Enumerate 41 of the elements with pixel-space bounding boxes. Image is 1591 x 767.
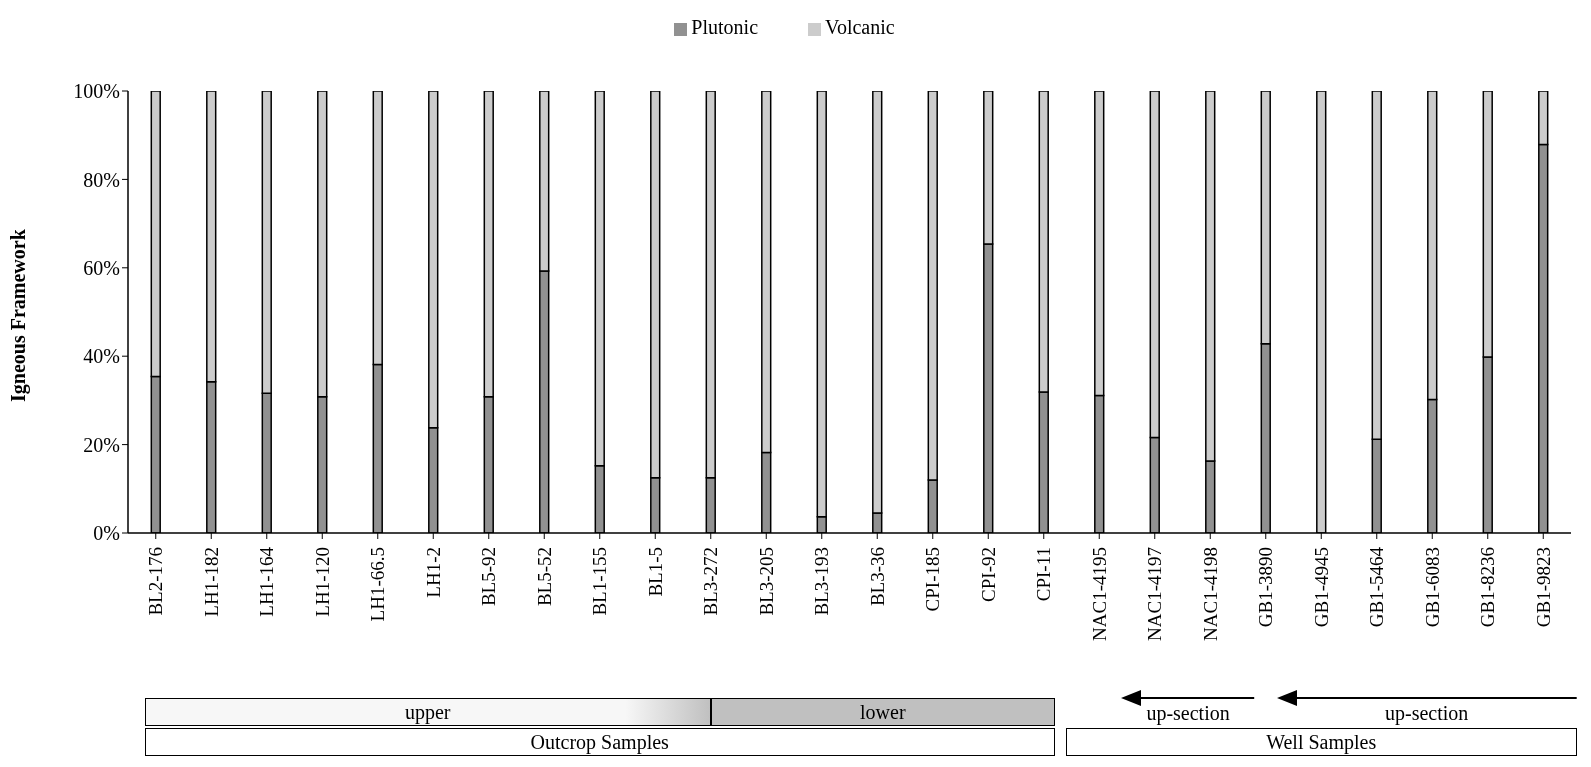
- y-tick-label: 80%: [83, 168, 120, 191]
- text: lower: [710, 698, 1055, 726]
- x-tick-label: CPI-11: [1033, 547, 1055, 602]
- x-tick-label: CPI-92: [977, 547, 999, 602]
- text: up-section: [1384, 702, 1470, 725]
- x-tick-label: LH1-120: [311, 547, 333, 617]
- x-tick-label: LH1-182: [200, 547, 222, 617]
- y-tick-label: 20%: [83, 433, 120, 456]
- text: Well Samples: [1065, 728, 1577, 756]
- x-tick-label: GB1-5464: [1366, 546, 1388, 628]
- text: upper: [144, 698, 711, 726]
- x-tick-label: BL3-193: [811, 547, 833, 616]
- x-tick-label: BL5-52: [533, 547, 555, 607]
- legend-label: Volcanic: [825, 16, 895, 38]
- x-tick-label: NAC1-4198: [1199, 547, 1221, 641]
- y-tick-label: 100%: [73, 80, 120, 103]
- y-tick-label: 0%: [93, 522, 120, 545]
- x-tick-label: GB1-8236: [1477, 547, 1499, 628]
- x-tick-label: NAC1-4197: [1144, 547, 1166, 641]
- x-tick-label: GB1-4945: [1310, 547, 1332, 628]
- x-tick-label: BL3-36: [866, 547, 888, 607]
- x-tick-label: BL1-5: [644, 547, 666, 597]
- x-tick-label: CPI-185: [922, 547, 944, 612]
- x-tick-label: GB1-6083: [1421, 547, 1443, 628]
- x-tick-label: LH1-2: [422, 547, 444, 598]
- x-tick-label: BL1-155: [589, 547, 611, 616]
- legend-label: Plutonic: [691, 16, 759, 38]
- x-tick-label: BL5-92: [478, 547, 500, 607]
- text: Outcrop Samples: [144, 728, 1055, 756]
- x-tick-label: LH1-164: [256, 546, 278, 617]
- x-tick-label: LH1-66.5: [367, 547, 389, 622]
- y-axis-title: Igneous Framework: [7, 228, 31, 402]
- x-tick-label: BL3-272: [700, 547, 722, 616]
- x-tick-label: NAC1-4195: [1088, 547, 1110, 641]
- y-tick-label: 40%: [83, 345, 120, 368]
- x-tick-label: GB1-9823: [1532, 547, 1554, 628]
- x-tick-label: BL2-176: [145, 547, 167, 616]
- x-tick-label: GB1-3890: [1255, 547, 1277, 628]
- x-tick-label: BL3-205: [755, 547, 777, 616]
- text: up-section: [1145, 702, 1231, 725]
- y-tick-label: 60%: [83, 256, 120, 279]
